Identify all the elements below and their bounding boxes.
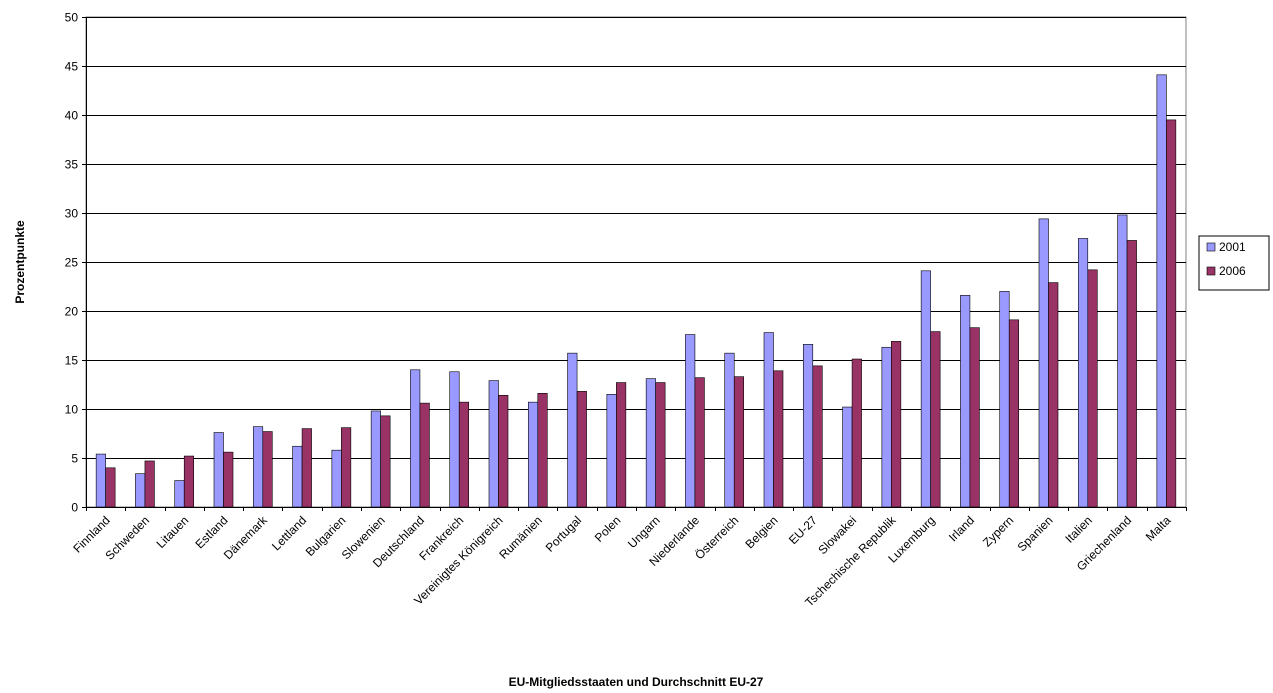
- bar-2001: [488, 380, 499, 508]
- y-tick-label: 15: [65, 354, 79, 368]
- x-tick-label: Italien: [1062, 513, 1095, 546]
- bar-2001: [724, 352, 735, 508]
- bar-2006: [223, 451, 234, 508]
- bar-2001: [567, 352, 578, 508]
- bar-2001: [645, 378, 656, 508]
- bar-2006: [144, 460, 155, 508]
- bar-2001: [527, 401, 539, 508]
- bar-2006: [812, 365, 823, 508]
- bar-2006: [733, 376, 745, 508]
- x-axis-title: EU-Mitgliedsstaaten und Durchschnitt EU-…: [509, 675, 764, 689]
- bar-2006: [969, 327, 980, 508]
- x-tick-label: Dänemark: [221, 513, 271, 563]
- bar-2006: [1048, 282, 1059, 508]
- bar-2006: [694, 377, 705, 508]
- y-tick-label: 40: [65, 109, 79, 123]
- bar-2001: [881, 346, 892, 508]
- bar-2006: [1126, 240, 1137, 508]
- bar-2006: [1166, 119, 1177, 508]
- bar-2001: [252, 426, 264, 508]
- bar-2006: [183, 455, 195, 508]
- y-tick-label: 50: [65, 11, 79, 25]
- y-tick-label: 45: [65, 60, 79, 74]
- bar-2006: [1008, 319, 1020, 508]
- bar-2006: [655, 382, 666, 508]
- bar-2001: [95, 453, 106, 508]
- bar-2006: [380, 415, 391, 508]
- x-tick-label: Ungarn: [625, 513, 663, 551]
- bar-2001: [135, 473, 146, 508]
- x-tick-label: Spanien: [1015, 513, 1056, 554]
- bar-2001: [920, 270, 931, 508]
- bar-2001: [1038, 218, 1049, 508]
- bar-2006: [930, 331, 941, 508]
- bar-2001: [1156, 74, 1167, 508]
- bar-2006: [891, 341, 902, 508]
- bar-2006: [262, 431, 273, 508]
- y-tick-label: 20: [65, 305, 79, 319]
- bar-2006: [458, 401, 470, 508]
- bar-2001: [1117, 214, 1128, 508]
- bar-2006: [301, 428, 312, 508]
- x-tick-label: Rumänien: [496, 513, 545, 562]
- bar-2001: [410, 369, 421, 508]
- bar-2001: [685, 334, 696, 508]
- x-tick-label: Litauen: [154, 513, 192, 551]
- bar-2006: [419, 402, 430, 508]
- bar-2001: [842, 406, 853, 508]
- y-tick-label: 35: [65, 158, 79, 172]
- x-tick-label: EU-27: [786, 513, 820, 547]
- x-tick-label: Belgien: [742, 513, 780, 551]
- bar-2001: [1077, 238, 1089, 508]
- bar-2006: [105, 467, 116, 508]
- y-axis-title: Prozentpunkte: [13, 220, 27, 304]
- bar-2006: [537, 393, 548, 508]
- bar-2001: [802, 344, 814, 508]
- bar-2001: [999, 291, 1010, 508]
- y-tick-label: 25: [65, 256, 79, 270]
- bar-2001: [174, 480, 185, 508]
- legend-swatch-2006: [1206, 266, 1216, 276]
- y-tick-label: 5: [71, 452, 78, 466]
- bar-2001: [763, 332, 774, 508]
- bar-2006: [498, 394, 509, 508]
- x-tick-label: Estland: [192, 513, 230, 551]
- legend-label-2006: 2006: [1219, 264, 1246, 278]
- legend-swatch-2001: [1206, 242, 1216, 252]
- bar-2001: [449, 371, 460, 508]
- bar-2006: [616, 382, 627, 508]
- bar-2006: [773, 370, 784, 508]
- bar-2001: [960, 295, 971, 508]
- bar-2001: [292, 445, 303, 508]
- bar-2001: [331, 449, 342, 508]
- x-tick-label: Irland: [946, 513, 977, 544]
- y-tick-label: 30: [65, 207, 79, 221]
- bar-2006: [851, 358, 862, 508]
- x-tick-label: Österreich: [692, 513, 741, 562]
- x-tick-label: Zypern: [980, 513, 1016, 549]
- x-tick-label: Polen: [592, 513, 624, 545]
- bar-2001: [370, 410, 381, 508]
- legend-label-2001: 2001: [1219, 240, 1246, 254]
- x-tick-label: Portugal: [543, 513, 585, 555]
- bar-2001: [213, 432, 224, 508]
- bar-2006: [576, 391, 587, 508]
- bar-2006: [341, 427, 352, 508]
- bar-2001: [606, 393, 617, 508]
- bar-2006: [1087, 269, 1098, 508]
- y-tick-label: 0: [71, 501, 78, 515]
- y-tick-label: 10: [65, 403, 79, 417]
- x-tick-label: Malta: [1143, 513, 1174, 544]
